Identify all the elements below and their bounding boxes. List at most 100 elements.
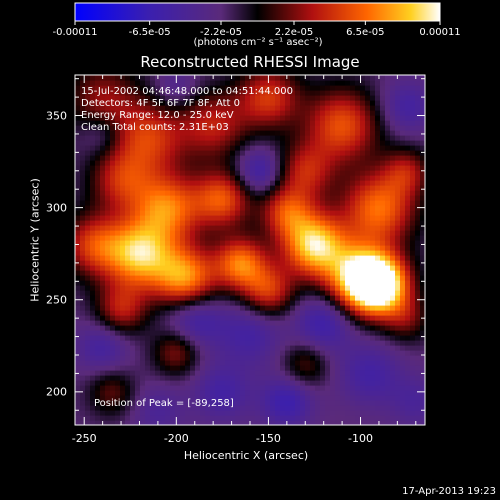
- heatmap-cell: [360, 165, 366, 171]
- heatmap-cell: [415, 145, 421, 151]
- heatmap-cell: [270, 185, 276, 191]
- heatmap-cell: [420, 275, 425, 281]
- heatmap-cell: [340, 415, 346, 421]
- heatmap-cell: [350, 245, 356, 251]
- heatmap-cell: [215, 305, 221, 311]
- heatmap-cell: [190, 285, 196, 291]
- heatmap-cell: [220, 165, 226, 171]
- heatmap-cell: [100, 330, 106, 336]
- heatmap-cell: [130, 160, 136, 166]
- heatmap-cell: [125, 265, 131, 271]
- heatmap-cell: [340, 410, 346, 416]
- heatmap-cell: [375, 325, 381, 331]
- heatmap-cell: [325, 110, 331, 116]
- heatmap-cell: [285, 80, 291, 86]
- heatmap-cell: [410, 90, 416, 96]
- heatmap-cell: [300, 215, 306, 221]
- heatmap-cell: [130, 85, 136, 91]
- heatmap-cell: [400, 340, 406, 346]
- heatmap-cell: [285, 170, 291, 176]
- heatmap-cell: [225, 370, 231, 376]
- heatmap-cell: [290, 245, 296, 251]
- heatmap-cell: [390, 370, 396, 376]
- heatmap-cell: [145, 400, 151, 406]
- heatmap-cell: [150, 90, 156, 96]
- heatmap-cell: [415, 275, 421, 281]
- heatmap-cell: [205, 280, 211, 286]
- heatmap-cell: [150, 345, 156, 351]
- heatmap-cell: [90, 105, 96, 111]
- heatmap-cell: [180, 360, 186, 366]
- heatmap-cell: [370, 285, 376, 291]
- heatmap-cell: [115, 200, 121, 206]
- heatmap-cell: [95, 155, 101, 161]
- heatmap-cell: [180, 225, 186, 231]
- heatmap-cell: [370, 250, 376, 256]
- heatmap-cell: [405, 345, 411, 351]
- heatmap-cell: [135, 245, 141, 251]
- heatmap-cell: [330, 220, 336, 226]
- heatmap-cell: [195, 125, 201, 131]
- heatmap-cell: [75, 410, 81, 416]
- heatmap-cell: [420, 305, 425, 311]
- heatmap-cell: [385, 385, 391, 391]
- heatmap-cell: [405, 185, 411, 191]
- heatmap-cell: [395, 120, 401, 126]
- heatmap-cell: [235, 205, 241, 211]
- heatmap-cell: [295, 200, 301, 206]
- heatmap-cell: [260, 175, 266, 181]
- heatmap-cell: [230, 245, 236, 251]
- heatmap-cell: [100, 90, 106, 96]
- heatmap-cell: [75, 120, 81, 126]
- heatmap-cell: [255, 130, 261, 136]
- heatmap-cell: [245, 400, 251, 406]
- heatmap-cell: [200, 395, 206, 401]
- heatmap-cell: [315, 335, 321, 341]
- heatmap-cell: [420, 375, 425, 381]
- heatmap-cell: [410, 195, 416, 201]
- heatmap-cell: [165, 325, 171, 331]
- heatmap-cell: [265, 250, 271, 256]
- heatmap-cell: [320, 345, 326, 351]
- heatmap-cell: [220, 245, 226, 251]
- heatmap-cell: [420, 130, 425, 136]
- heatmap-cell: [420, 385, 425, 391]
- heatmap-cell: [135, 355, 141, 361]
- heatmap-cell: [115, 320, 121, 326]
- heatmap-cell: [270, 335, 276, 341]
- heatmap-cell: [225, 255, 231, 261]
- heatmap-cell: [355, 230, 361, 236]
- heatmap-cell: [140, 80, 146, 86]
- heatmap-cell: [420, 300, 425, 306]
- heatmap-cell: [125, 290, 131, 296]
- heatmap-cell: [365, 105, 371, 111]
- heatmap-cell: [375, 395, 381, 401]
- heatmap-cell: [210, 325, 216, 331]
- heatmap-cell: [230, 180, 236, 186]
- heatmap-cell: [380, 355, 386, 361]
- heatmap-cell: [220, 300, 226, 306]
- heatmap-cell: [80, 130, 86, 136]
- heatmap-cell: [325, 305, 331, 311]
- heatmap-cell: [395, 415, 401, 421]
- heatmap-cell: [285, 305, 291, 311]
- heatmap-cell: [170, 285, 176, 291]
- heatmap-cell: [340, 150, 346, 156]
- heatmap-cell: [170, 265, 176, 271]
- heatmap-cell: [405, 205, 411, 211]
- heatmap-cell: [265, 200, 271, 206]
- heatmap-cell: [210, 90, 216, 96]
- heatmap-cell: [420, 270, 425, 276]
- heatmap-cell: [330, 135, 336, 141]
- heatmap-cell: [180, 295, 186, 301]
- heatmap-cell: [405, 385, 411, 391]
- heatmap-cell: [240, 225, 246, 231]
- heatmap-cell: [160, 95, 166, 101]
- heatmap-cell: [175, 260, 181, 266]
- heatmap-cell: [410, 330, 416, 336]
- heatmap-cell: [365, 315, 371, 321]
- heatmap-cell: [260, 210, 266, 216]
- heatmap-cell: [260, 250, 266, 256]
- heatmap-cell: [385, 245, 391, 251]
- heatmap-cell: [250, 180, 256, 186]
